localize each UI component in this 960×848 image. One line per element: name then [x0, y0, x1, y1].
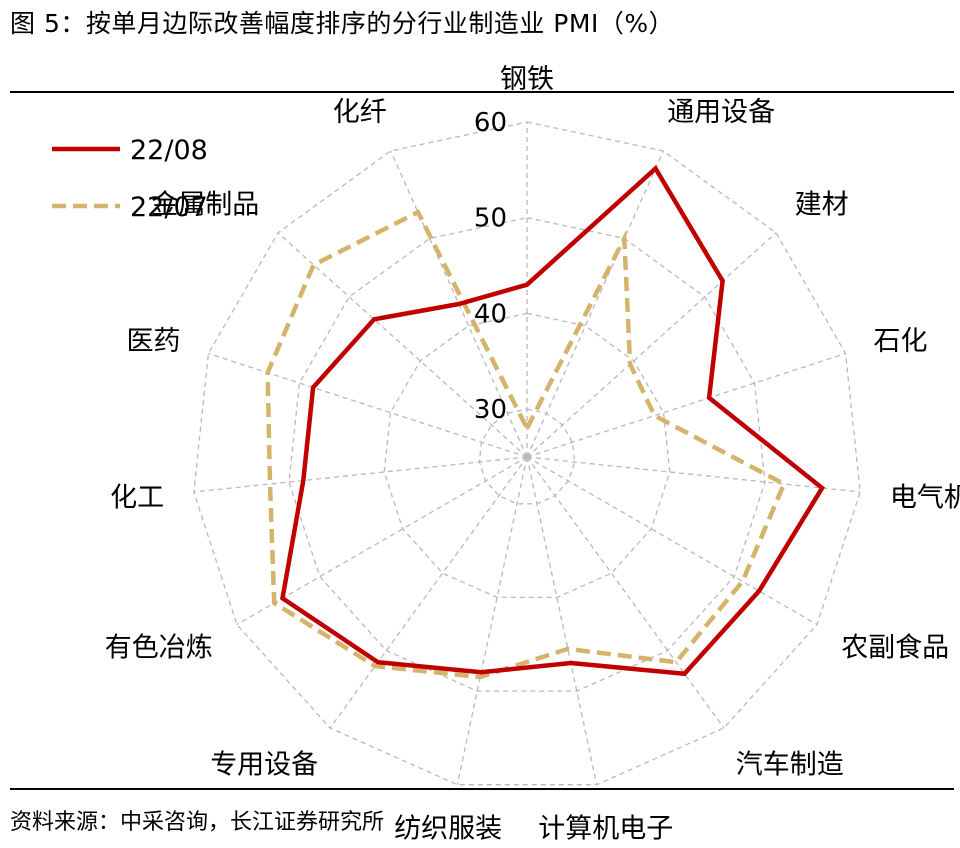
grid-spoke: [277, 232, 528, 458]
source-note: 资料来源：中采咨询，长江证券研究所: [10, 810, 385, 835]
category-label: 通用设备: [667, 97, 775, 128]
grid-spoke: [456, 456, 528, 785]
category-label: 金属制品: [151, 189, 259, 220]
grid-spoke: [526, 456, 818, 626]
radial-tick-labels: 30 40 50 60: [474, 108, 507, 425]
category-label: 有色冶炼: [105, 633, 213, 664]
grid-spoke: [526, 456, 725, 729]
category-label: 专用设备: [210, 750, 318, 781]
grid-spoke: [236, 456, 528, 626]
grid-spoke: [526, 150, 664, 458]
tick-label: 60: [474, 108, 507, 138]
tick-label: 50: [474, 204, 507, 234]
category-labels: 钢铁通用设备建材石化电气机械农副食品汽车制造计算机电子 纺织服装 专用设备 有色冶炼 化…: [105, 64, 960, 845]
category-label: 化纤: [333, 97, 387, 128]
legend-label-1: 22/07: [130, 192, 208, 223]
figure-title: 图 5：按单月边际改善幅度排序的分行业制造业 PMI（%）: [10, 9, 675, 38]
category-label: 计算机电子: [538, 814, 673, 845]
category-label: 电气机械: [890, 483, 960, 514]
radar-grid: [193, 121, 861, 786]
grid-ring: [288, 217, 766, 692]
top-rule: [10, 91, 954, 93]
series-line-0: [280, 164, 826, 677]
grid-spoke: [193, 456, 528, 493]
grid-spoke: [526, 456, 861, 493]
grid-ring: [193, 121, 861, 786]
grid-spoke: [526, 352, 846, 458]
category-label: 化工: [110, 483, 164, 514]
legend-label-0: 22/08: [130, 135, 208, 166]
series-lines: [265, 164, 826, 680]
tick-label: 30: [474, 395, 507, 425]
legend: 22/08 22/07: [52, 135, 208, 223]
category-label: 农副食品: [841, 633, 949, 664]
grid-spoke: [390, 150, 528, 458]
category-label: 钢铁: [500, 64, 554, 95]
grid-spoke: [329, 456, 528, 729]
grid-spoke: [526, 456, 598, 785]
grid-ring: [478, 408, 576, 505]
grid-spoke: [208, 352, 528, 458]
tick-label: 40: [474, 299, 507, 329]
category-label: 石化: [874, 326, 928, 357]
bottom-rule: [10, 788, 954, 790]
series-line-1: [265, 209, 787, 680]
category-label: 纺织服装: [394, 814, 502, 845]
category-label: 医药: [127, 326, 181, 357]
category-label: 汽车制造: [736, 750, 844, 781]
grid-spoke: [526, 232, 777, 458]
category-label: 建材: [795, 189, 849, 220]
